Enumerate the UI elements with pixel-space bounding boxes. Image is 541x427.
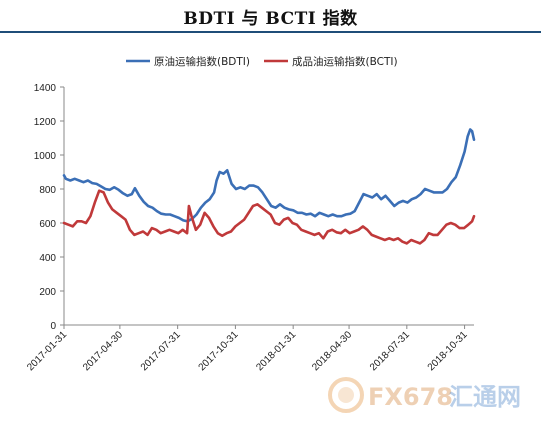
series-line-bdti bbox=[62, 128, 476, 223]
y-tick-label: 1400 bbox=[34, 83, 57, 94]
y-tick-label: 1000 bbox=[34, 151, 57, 162]
series-layer bbox=[62, 128, 476, 245]
series-line-bcti bbox=[62, 189, 476, 245]
y-tick-label: 200 bbox=[39, 287, 56, 298]
watermark-fx-text: FX678 bbox=[368, 383, 453, 411]
watermark-cn-text: 汇通网 bbox=[449, 383, 521, 411]
x-tick-label: 2018-01-31 bbox=[254, 329, 298, 373]
x-tick-label: 2018-10-31 bbox=[426, 329, 470, 373]
x-tick-label: 2018-07-31 bbox=[368, 329, 412, 373]
watermark: FX678 汇通网 bbox=[324, 374, 539, 416]
fx678-logo-icon bbox=[328, 377, 364, 413]
legend-label-bcti: 成品油运输指数(BCTI) bbox=[292, 55, 398, 68]
title-divider bbox=[0, 31, 541, 33]
x-tick-label: 2018-04-30 bbox=[310, 329, 354, 373]
y-tick-label: 800 bbox=[39, 185, 56, 196]
x-tick-label: 2017-10-31 bbox=[197, 329, 241, 373]
legend-label-bdti: 原油运输指数(BDTI) bbox=[154, 55, 250, 68]
y-tick-label: 400 bbox=[39, 253, 56, 264]
chart-title: BDTI 与 BCTI 指数 bbox=[183, 9, 358, 29]
x-tick-label: 2017-04-30 bbox=[81, 329, 125, 373]
x-tick-label: 2017-07-31 bbox=[139, 329, 183, 373]
y-tick-label: 1200 bbox=[34, 117, 57, 128]
y-tick-label: 600 bbox=[39, 219, 56, 230]
y-tick-label: 0 bbox=[50, 321, 56, 332]
chart-legend: 原油运输指数(BDTI) 成品油运输指数(BCTI) bbox=[126, 55, 398, 68]
chart-axes: 0 200 400 600 800 1000 1200 1400 2017-01-31 2017-… bbox=[25, 83, 474, 373]
x-tick-label: 2017-01-31 bbox=[25, 329, 69, 373]
